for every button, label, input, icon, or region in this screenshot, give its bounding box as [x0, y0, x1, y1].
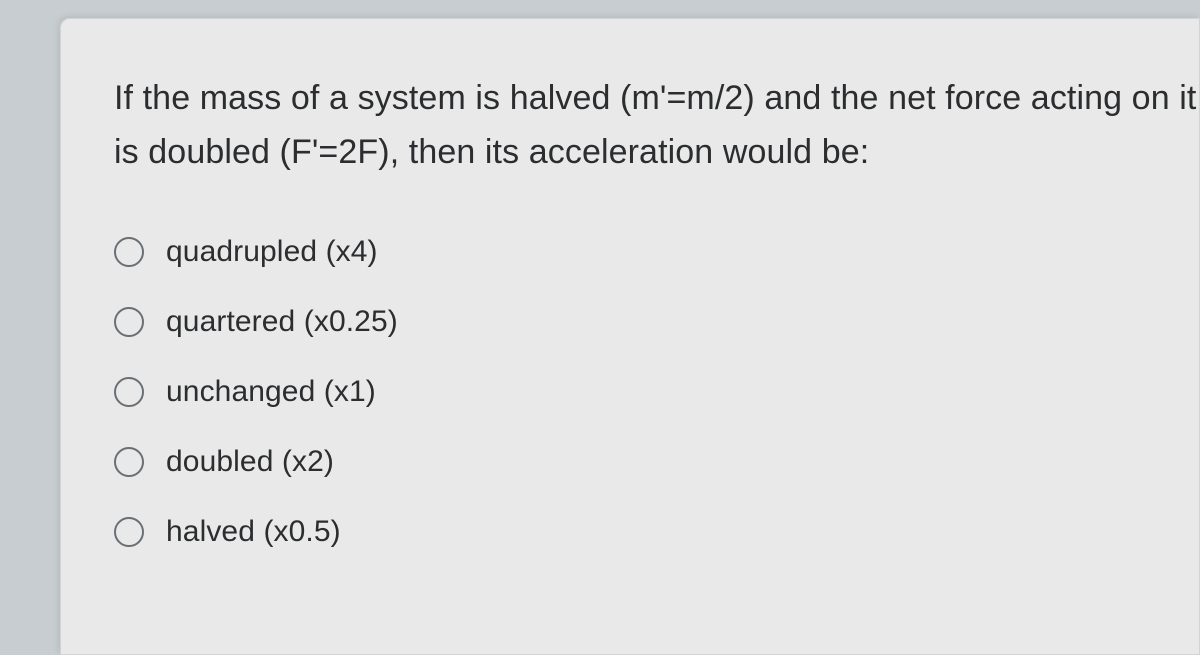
question-line-1: If the mass of a system is halved (m'=m/…	[114, 79, 1196, 117]
radio-icon[interactable]	[114, 447, 144, 477]
question-line-2: is doubled (F'=2F), then its acceleratio…	[114, 133, 869, 171]
option-label: quadrupled (x4)	[166, 235, 378, 269]
quiz-card: If the mass of a system is halved (m'=m/…	[60, 18, 1200, 655]
options-list: quadrupled (x4) quartered (x0.25) unchan…	[114, 235, 1200, 549]
option-label: unchanged (x1)	[166, 375, 376, 409]
option-label: quartered (x0.25)	[166, 305, 398, 339]
option-row[interactable]: quadrupled (x4)	[114, 235, 1200, 269]
option-label: halved (x0.5)	[166, 515, 341, 549]
option-row[interactable]: doubled (x2)	[114, 445, 1200, 479]
option-label: doubled (x2)	[166, 445, 334, 479]
radio-icon[interactable]	[114, 237, 144, 267]
question-text: If the mass of a system is halved (m'=m/…	[114, 72, 1200, 179]
radio-icon[interactable]	[114, 307, 144, 337]
option-row[interactable]: unchanged (x1)	[114, 375, 1200, 409]
radio-icon[interactable]	[114, 377, 144, 407]
option-row[interactable]: halved (x0.5)	[114, 515, 1200, 549]
radio-icon[interactable]	[114, 517, 144, 547]
option-row[interactable]: quartered (x0.25)	[114, 305, 1200, 339]
